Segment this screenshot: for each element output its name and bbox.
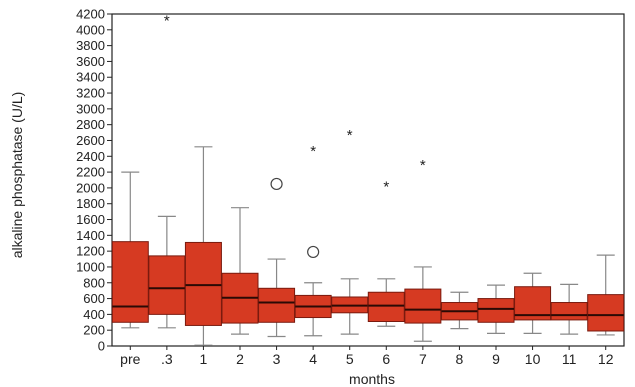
outlier-star: *: [420, 157, 426, 174]
x-tick-label: .3: [161, 351, 173, 367]
y-tick-label: 1200: [76, 244, 105, 259]
x-tick-label: 2: [236, 351, 244, 367]
outlier-circle: [307, 245, 320, 259]
x-tick-label: 5: [346, 351, 354, 367]
outlier-star: *: [383, 179, 389, 196]
y-tick-label: 1600: [76, 212, 105, 227]
outlier-star: *: [347, 127, 353, 144]
y-tick-label: 3800: [76, 38, 105, 53]
y-tick-label: 3000: [76, 101, 105, 116]
box: [184, 241, 222, 326]
y-tick-label: 2200: [76, 165, 105, 180]
outlier-star: *: [164, 13, 170, 30]
x-tick-label: 10: [525, 351, 541, 367]
box: [367, 291, 405, 322]
y-tick-label: 2400: [76, 149, 105, 164]
y-tick-label: 400: [83, 307, 105, 322]
x-tick-label: 3: [273, 351, 281, 367]
y-tick-label: 2600: [76, 133, 105, 148]
y-tick-label: 4200: [76, 7, 105, 22]
y-tick-label: 0: [98, 339, 105, 354]
x-tick-label: 6: [382, 351, 390, 367]
box: [111, 241, 149, 323]
y-tick-label: 200: [83, 323, 105, 338]
y-tick-label: 600: [83, 291, 105, 306]
box: [477, 298, 515, 323]
y-tick-label: 1400: [76, 228, 105, 243]
x-tick-label: 4: [309, 351, 317, 367]
x-axis-title: months: [349, 371, 395, 387]
y-tick-label: 4000: [76, 22, 105, 37]
x-tick-label: pre: [120, 351, 140, 367]
x-tick-label: 7: [419, 351, 427, 367]
outlier-circle: [270, 177, 283, 191]
x-tick-label: 11: [562, 351, 577, 367]
y-tick-label: 3400: [76, 70, 105, 85]
plot-area: 0200400600800100012001400160018002000220…: [76, 7, 625, 367]
y-tick-label: 800: [83, 275, 105, 290]
box: [550, 302, 588, 321]
box: [258, 287, 296, 323]
x-tick-label: 12: [598, 351, 614, 367]
box: [148, 255, 186, 315]
x-tick-label: 9: [492, 351, 500, 367]
x-tick-label: 1: [200, 351, 208, 367]
plot-frame: [111, 13, 625, 347]
box: [587, 294, 625, 332]
x-tick-label: 8: [456, 351, 464, 367]
y-axis-title: alkaline phosphatase (U/L): [9, 92, 25, 259]
y-tick-label: 2800: [76, 117, 105, 132]
outlier-star: *: [310, 143, 316, 160]
y-tick-label: 1000: [76, 259, 105, 274]
y-tick-label: 2000: [76, 180, 105, 195]
y-tick-label: 1800: [76, 196, 105, 211]
y-tick-label: 3200: [76, 86, 105, 101]
box: [404, 288, 442, 324]
y-tick-label: 3600: [76, 54, 105, 69]
